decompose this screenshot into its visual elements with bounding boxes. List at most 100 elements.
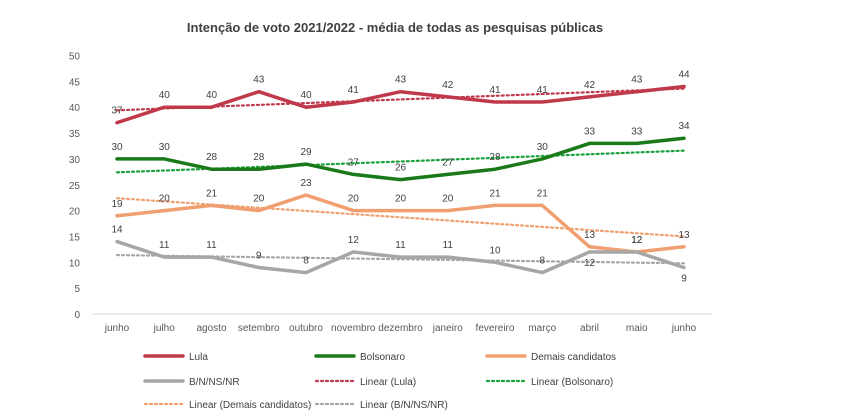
data-point-lula <box>588 95 591 98</box>
x-tick-label: abril <box>580 323 599 334</box>
data-label-bolsonaro: 28 <box>489 152 501 163</box>
data-label-bolsonaro: 34 <box>678 121 690 132</box>
x-tick-label: junho <box>104 323 130 334</box>
data-label-bolsonaro: 26 <box>395 163 407 174</box>
data-point-lula <box>352 100 355 103</box>
legend-label-linear-b-n-ns-nr: Linear (B/N/NS/NR) <box>360 400 448 411</box>
data-label-lula: 41 <box>489 85 501 96</box>
data-label-b-n-ns-nr: 12 <box>348 235 360 246</box>
data-label-b-n-ns-nr: 14 <box>111 225 123 236</box>
data-point-demais-candidatos <box>399 209 402 212</box>
series-line-lula <box>115 84 686 125</box>
data-point-bolsonaro <box>399 178 402 181</box>
x-tick-label: maio <box>626 323 648 334</box>
data-label-b-n-ns-nr: 11 <box>443 240 454 251</box>
y-tick-label: 30 <box>69 155 81 166</box>
x-tick-label: março <box>528 323 556 334</box>
data-point-demais-candidatos <box>541 204 544 207</box>
data-label-b-n-ns-nr: 9 <box>681 273 687 284</box>
data-point-demais-candidatos <box>682 245 685 248</box>
data-label-demais-candidatos: 20 <box>442 194 454 205</box>
data-label-lula: 40 <box>159 90 171 101</box>
data-label-lula: 43 <box>253 75 265 86</box>
data-point-b-n-ns-nr <box>352 250 355 253</box>
data-label-demais-candidatos: 20 <box>348 194 360 205</box>
x-tick-label: janeiro <box>432 323 463 334</box>
data-label-bolsonaro: 33 <box>584 126 596 137</box>
data-point-b-n-ns-nr <box>493 261 496 264</box>
data-point-bolsonaro <box>210 168 213 171</box>
data-label-b-n-ns-nr: 9 <box>256 250 262 261</box>
data-label-b-n-ns-nr: 10 <box>489 245 501 256</box>
data-point-bolsonaro <box>635 142 638 145</box>
y-tick-label: 45 <box>69 77 81 88</box>
data-label-bolsonaro: 30 <box>159 142 171 153</box>
data-label-bolsonaro: 27 <box>348 157 360 168</box>
data-label-demais-candidatos: 21 <box>537 188 549 199</box>
data-label-lula: 42 <box>442 80 454 91</box>
data-label-lula: 41 <box>348 85 360 96</box>
legend-label-bolsonaro: Bolsonaro <box>360 352 405 363</box>
data-label-b-n-ns-nr: 12 <box>584 258 596 269</box>
data-point-bolsonaro <box>304 162 307 165</box>
data-point-demais-candidatos <box>352 209 355 212</box>
data-label-lula: 40 <box>300 90 312 101</box>
legend-label-linear-lula: Linear (Lula) <box>360 377 416 388</box>
y-tick-label: 50 <box>69 52 81 63</box>
data-label-lula: 43 <box>631 75 643 86</box>
series-line-demais-candidatos <box>115 193 686 254</box>
data-label-demais-candidatos: 12 <box>631 235 643 246</box>
data-label-bolsonaro: 29 <box>300 147 312 158</box>
data-point-lula <box>682 85 685 88</box>
chart-title: Intenção de voto 2021/2022 - média de to… <box>186 20 604 35</box>
data-point-demais-candidatos <box>257 209 260 212</box>
data-point-demais-candidatos <box>304 193 307 196</box>
data-point-lula <box>446 95 449 98</box>
data-point-demais-candidatos <box>493 204 496 207</box>
x-tick-label: dezembro <box>378 323 423 334</box>
data-label-bolsonaro: 27 <box>442 157 454 168</box>
data-point-demais-candidatos <box>588 245 591 248</box>
y-tick-label: 5 <box>74 284 80 295</box>
data-label-b-n-ns-nr: 8 <box>303 256 309 267</box>
data-label-lula: 43 <box>395 75 407 86</box>
data-label-demais-candidatos: 21 <box>206 188 218 199</box>
data-point-b-n-ns-nr <box>446 256 449 259</box>
series-line-b-n-ns-nr <box>115 239 686 275</box>
x-tick-label: junho <box>671 323 697 334</box>
data-point-lula <box>399 90 402 93</box>
data-label-b-n-ns-nr: 11 <box>159 240 170 251</box>
data-point-lula <box>635 90 638 93</box>
y-tick-label: 20 <box>69 207 81 218</box>
x-tick-label: fevereiro <box>476 323 515 334</box>
data-label-demais-candidatos: 23 <box>300 178 312 189</box>
legend-label-demais-candidatos: Demais candidatos <box>531 352 616 363</box>
y-tick-label: 0 <box>74 310 80 321</box>
data-point-lula <box>115 121 118 124</box>
legend-label-linear-demais-candidatos: Linear (Demais candidatos) <box>189 400 311 411</box>
y-tick-label: 10 <box>69 258 81 269</box>
data-label-lula: 37 <box>111 106 123 117</box>
data-label-bolsonaro: 28 <box>206 152 218 163</box>
data-label-demais-candidatos: 19 <box>111 199 123 210</box>
y-tick-label: 35 <box>69 129 81 140</box>
data-point-demais-candidatos <box>210 204 213 207</box>
data-point-lula <box>210 106 213 109</box>
data-label-demais-candidatos: 13 <box>584 230 596 241</box>
data-point-b-n-ns-nr <box>635 250 638 253</box>
data-label-demais-candidatos: 20 <box>253 194 265 205</box>
data-point-bolsonaro <box>115 157 118 160</box>
data-point-lula <box>493 100 496 103</box>
y-tick-label: 15 <box>69 232 81 243</box>
y-tick-label: 25 <box>69 181 81 192</box>
x-tick-label: novembro <box>331 323 376 334</box>
legend-label-linear-bolsonaro: Linear (Bolsonaro) <box>531 377 613 388</box>
data-point-bolsonaro <box>588 142 591 145</box>
x-tick-label: setembro <box>238 323 280 334</box>
data-label-lula: 40 <box>206 90 218 101</box>
data-point-bolsonaro <box>352 173 355 176</box>
data-point-b-n-ns-nr <box>588 250 591 253</box>
x-tick-label: agosto <box>196 323 226 334</box>
data-point-b-n-ns-nr <box>541 271 544 274</box>
